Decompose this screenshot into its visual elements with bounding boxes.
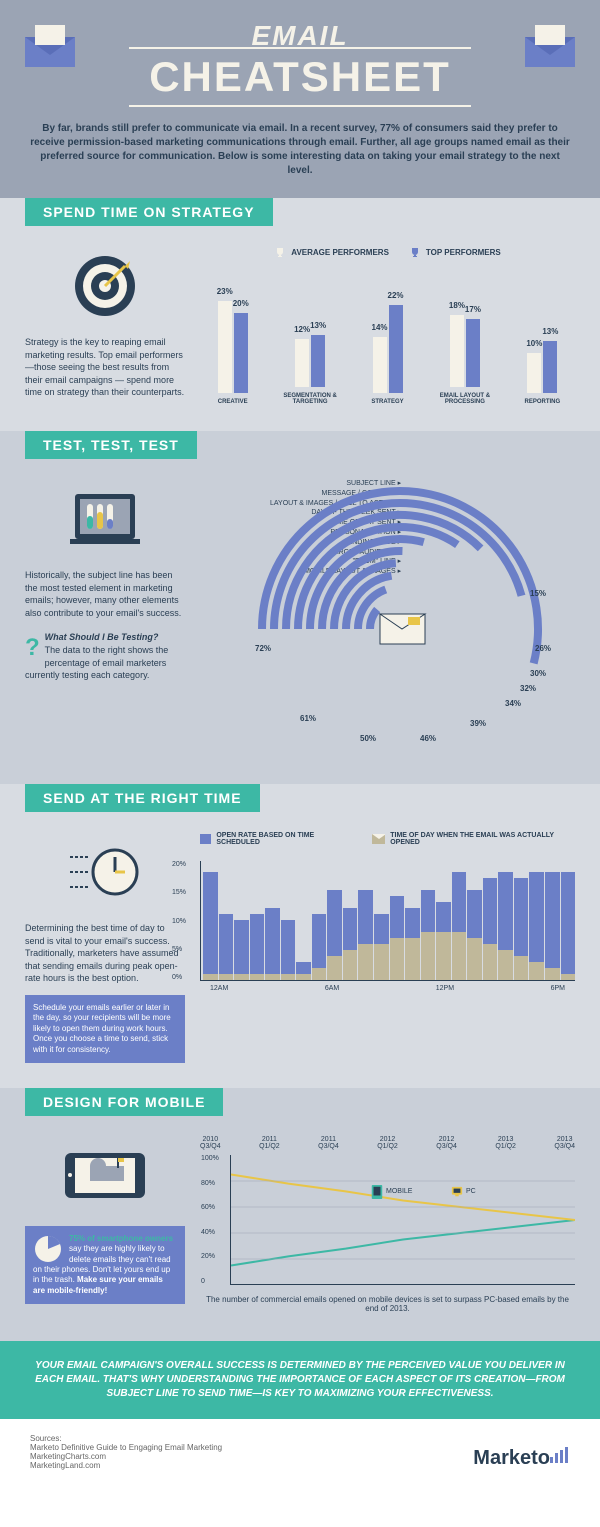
sources: Sources: Marketo Definitive Guide to Eng… xyxy=(0,1419,600,1485)
section-banner: TEST, TEST, TEST xyxy=(25,431,197,459)
phone-mailbox-icon xyxy=(25,1136,185,1216)
section-banner: DESIGN FOR MOBILE xyxy=(25,1088,223,1116)
chart-legend: AVERAGE PERFORMERS TOP PERFORMERS xyxy=(200,246,575,258)
callout-box: Schedule your emails earlier or later in… xyxy=(25,995,185,1063)
section-text: Determining the best time of day to send… xyxy=(25,922,185,985)
infographic-page: EMAIL CHEATSHEET By far, brands still pr… xyxy=(0,0,600,1485)
section-test: TEST, TEST, TEST Historically, the subje… xyxy=(0,431,600,784)
bar-chart: 23% 20% CREATIVE 12% 13% SEGMENTATION & … xyxy=(200,276,575,406)
legend-top: TOP PERFORMERS xyxy=(426,248,501,257)
callout-text: The data to the right shows the percenta… xyxy=(25,645,168,680)
time-legend: OPEN RATE BASED ON TIME SCHEDULED TIME O… xyxy=(200,832,575,846)
footer-banner: YOUR EMAIL CAMPAIGN'S OVERALL SUCCESS IS… xyxy=(0,1341,600,1419)
mobile-label: MOBILE xyxy=(371,1185,412,1199)
callout-title: What Should I Be Testing? xyxy=(45,632,159,642)
legend-actual: TIME OF DAY WHEN THE EMAIL WAS ACTUALLY … xyxy=(390,832,575,846)
target-icon xyxy=(25,246,185,326)
radial-chart: SUBJECT LINE ▸MESSAGE / CONTENT ▸LAYOUT … xyxy=(200,479,575,759)
section-banner: SEND AT THE RIGHT TIME xyxy=(25,784,260,812)
legend-avg: AVERAGE PERFORMERS xyxy=(291,248,389,257)
pc-label: PC xyxy=(451,1185,476,1199)
envelope-icon xyxy=(520,25,580,65)
title-bottom: CHEATSHEET xyxy=(129,47,471,107)
section-time: SEND AT THE RIGHT TIME Determining the b… xyxy=(0,784,600,1088)
intro-text: By far, brands still prefer to communica… xyxy=(30,122,570,178)
envelope-icon xyxy=(20,25,80,65)
time-chart: 20%15%10%5%0% 12AM6AM12PM6PM xyxy=(200,861,575,1021)
chart-caption: The number of commercial emails opened o… xyxy=(200,1295,575,1313)
section-mobile: DESIGN FOR MOBILE 75% of smartphone owne… xyxy=(0,1088,600,1341)
test-tubes-icon xyxy=(25,479,185,559)
section-text: Strategy is the key to reaping email mar… xyxy=(25,336,185,399)
sources-label: Sources: xyxy=(30,1434,222,1443)
section-banner: SPEND TIME ON STRATEGY xyxy=(25,198,273,226)
section-text: Historically, the subject line has been … xyxy=(25,569,185,619)
marketo-logo: Marketo xyxy=(473,1447,570,1470)
callout-highlight: 75% of smartphone owners xyxy=(69,1234,173,1243)
legend-open: OPEN RATE BASED ON TIME SCHEDULED xyxy=(216,832,352,846)
clock-icon xyxy=(25,832,185,912)
pie-icon xyxy=(33,1234,63,1264)
section-strategy: SPEND TIME ON STRATEGY Strategy is the k… xyxy=(0,198,600,431)
callout-testing: ? What Should I Be Testing? The data to … xyxy=(25,631,185,681)
header: EMAIL CHEATSHEET By far, brands still pr… xyxy=(0,0,600,198)
question-icon: ? xyxy=(25,631,40,665)
line-chart: 2010Q3/Q42011Q1/Q22011Q3/Q42012Q1/Q22012… xyxy=(200,1136,575,1316)
callout-box: 75% of smartphone owners say they are hi… xyxy=(25,1226,185,1304)
